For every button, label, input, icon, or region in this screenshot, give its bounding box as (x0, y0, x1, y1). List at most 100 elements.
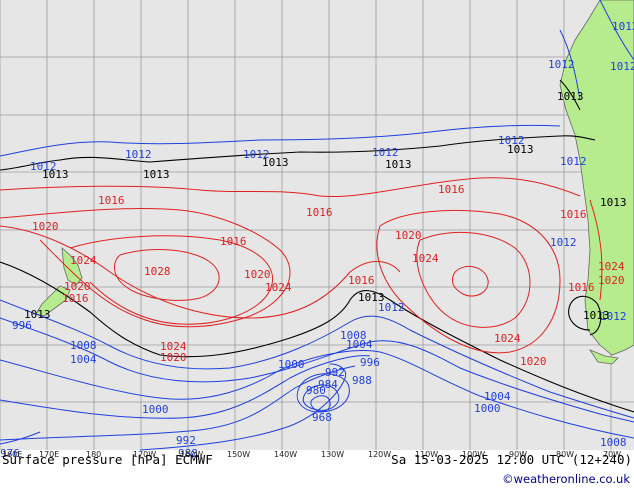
isobar-1024 (416, 232, 531, 328)
isobar-1016 (0, 177, 581, 198)
isobar-label: 996 (12, 319, 32, 332)
isobar-1004 (0, 317, 634, 423)
isobar-label: 1016 (348, 274, 375, 287)
isobar-label: 1012 (612, 20, 634, 33)
isobar-1008 (0, 299, 634, 419)
isobar-1012 (0, 124, 561, 157)
longitude-tick-label: 90W (509, 450, 527, 459)
isobar-1024 (69, 235, 273, 325)
isobar-label: 1000 (142, 403, 169, 416)
longitude-tick-label: 110W (415, 450, 438, 459)
source-credit[interactable]: ©weatheronline.co.uk (502, 472, 630, 486)
isobar-label: 1012 (548, 58, 575, 71)
longitude-tick-label: 170E (39, 450, 59, 459)
isobar-label: 1012 (498, 134, 525, 147)
isobar-label: 1028 (144, 265, 171, 278)
isobar-1013-group (0, 79, 634, 413)
isobar-label: 1024 (598, 260, 625, 273)
isobars-high-group (0, 177, 603, 354)
isobar-label: 1016 (568, 281, 595, 294)
isobar-label: 1004 (484, 390, 511, 403)
isobar-1013 (0, 135, 596, 171)
isobar-label: 1024 (265, 281, 292, 294)
isobar-label: 1013 (262, 156, 289, 169)
isobar-label: 1024 (160, 340, 187, 353)
isobar-label: 1000 (474, 402, 501, 415)
isobar-label: 1008 (600, 436, 627, 449)
isobar-label: 1013 (600, 196, 627, 209)
isobar-992 (0, 365, 356, 441)
isobar-label: 1000 (278, 358, 305, 371)
isobar-label: 988 (352, 374, 372, 387)
isobar-label: 1013 (358, 291, 385, 304)
isobar-label: 1012 (610, 60, 634, 73)
isobar-1012 (559, 29, 581, 101)
isobar-label: 988 (178, 447, 198, 460)
isobar-label: 1012 (560, 155, 587, 168)
isobar-label: 992 (176, 434, 196, 447)
graticule (0, 0, 634, 450)
longitude-tick-label: 170W (133, 450, 156, 459)
isobar-label: 1012 (372, 146, 399, 159)
isobar-label: 1004 (70, 353, 97, 366)
isobar-label: 1013 (557, 90, 584, 103)
isobar-label: 996 (360, 356, 380, 369)
isobar-label: 1024 (70, 254, 97, 267)
longitude-tick-label: 180 (86, 450, 101, 459)
isobar-label: 1016 (560, 208, 587, 221)
longitude-ticks: 160E 170E 180 170W 160W 150W 140W 130W 120W 110W 1… (2, 450, 621, 459)
valid-time: Sa 15-03-2025 12:00 UTC (12+240) (391, 452, 632, 467)
isobar-1000 (0, 350, 634, 439)
tierra-del-fuego (588, 349, 619, 365)
isobar-label: 992 (325, 366, 345, 379)
longitude-tick-label: 80W (556, 450, 574, 459)
new-zealand-north-island (61, 247, 83, 286)
isobar-1020 (0, 208, 291, 328)
isobar-label: 1012 (30, 160, 57, 173)
longitude-tick-label: 160E (2, 450, 22, 459)
isobar-label: 1012 (550, 236, 577, 249)
isobar-label: 1020 (160, 351, 187, 364)
isobar-1012 (599, 0, 634, 61)
isobar-1013 (0, 261, 634, 413)
isobar-label: 1013 (143, 168, 170, 181)
isobar-label: 984 (318, 378, 338, 391)
isobar-984 (296, 373, 350, 413)
ocean-area (0, 0, 634, 450)
isobar-1020 (451, 265, 489, 297)
map-title: Surface pressure [hPa] ECMWF (2, 452, 213, 467)
longitude-tick-label: 120W (368, 450, 391, 459)
isobar-label: 1012 (600, 310, 627, 323)
longitude-tick-label: 70W (603, 450, 621, 459)
isobar-label: 1020 (598, 274, 625, 287)
isobar-980 (302, 384, 340, 411)
isobar-1016 (589, 199, 603, 301)
isobar-label: 1020 (520, 355, 547, 368)
isobar-label: 1020 (64, 280, 91, 293)
isobar-label: 1016 (62, 292, 89, 305)
isobar-976 (0, 431, 41, 445)
isobar-label: 1013 (24, 308, 51, 321)
isobar-label: 1016 (220, 235, 247, 248)
isobar-label: 1020 (395, 229, 422, 242)
isobar-988 (139, 363, 347, 451)
isobar-label: 1016 (98, 194, 125, 207)
isobar-label: 1008 (340, 329, 367, 342)
isobar-label: 1008 (70, 339, 97, 352)
longitude-tick-label: 100W (462, 450, 485, 459)
isobar-label: 1024 (494, 332, 521, 345)
isobars-low-group (0, 0, 634, 451)
isobar-label: 1013 (42, 168, 69, 181)
isobar-1013 (559, 79, 581, 111)
isobar-label: 976 (0, 447, 20, 460)
isobar-label: 1016 (438, 183, 465, 196)
isobar-label: 1013 (385, 158, 412, 171)
isobar-label: 1016 (306, 206, 333, 219)
longitude-tick-label: 140W (274, 450, 297, 459)
isobar-label: 1013 (583, 309, 610, 322)
longitude-tick-label: 130W (321, 450, 344, 459)
isobar-label: 1012 (243, 148, 270, 161)
isobar-label: 1020 (32, 220, 59, 233)
new-zealand-south-island (35, 285, 71, 317)
isobar-label: 1013 (507, 143, 534, 156)
